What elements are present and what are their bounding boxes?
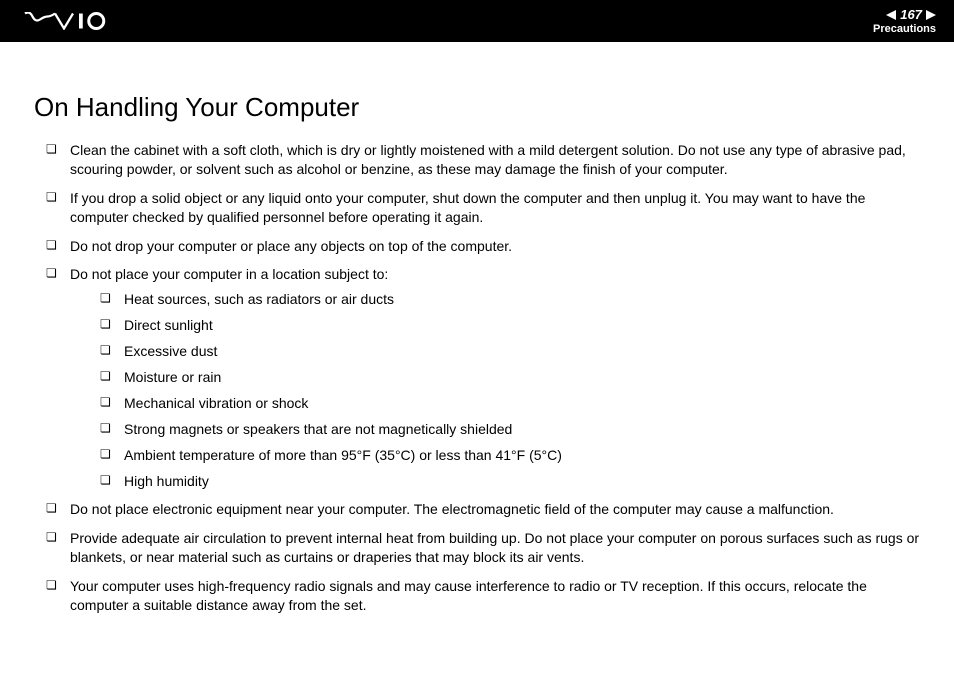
list-item: Your computer uses high-frequency radio … bbox=[46, 577, 920, 615]
sub-list-item: Heat sources, such as radiators or air d… bbox=[100, 290, 920, 309]
list-item: Clean the cabinet with a soft cloth, whi… bbox=[46, 141, 920, 179]
sub-list-item: Direct sunlight bbox=[100, 316, 920, 335]
vaio-logo bbox=[20, 12, 120, 30]
section-label: Precautions bbox=[873, 23, 936, 35]
list-item: Do not drop your computer or place any o… bbox=[46, 237, 920, 256]
sub-list-item: Strong magnets or speakers that are not … bbox=[100, 420, 920, 439]
sub-list: Heat sources, such as radiators or air d… bbox=[70, 290, 920, 490]
sub-list-item: Ambient temperature of more than 95°F (3… bbox=[100, 446, 920, 465]
list-item: Provide adequate air circulation to prev… bbox=[46, 529, 920, 567]
main-list: Clean the cabinet with a soft cloth, whi… bbox=[34, 141, 920, 615]
sub-list-item: Moisture or rain bbox=[100, 368, 920, 387]
sub-list-item: Mechanical vibration or shock bbox=[100, 394, 920, 413]
page-title: On Handling Your Computer bbox=[34, 92, 920, 123]
list-item: Do not place your computer in a location… bbox=[46, 265, 920, 490]
list-item: Do not place electronic equipment near y… bbox=[46, 500, 920, 519]
sub-list-item: High humidity bbox=[100, 472, 920, 491]
prev-page-arrow-icon[interactable] bbox=[886, 10, 896, 20]
sub-list-item: Excessive dust bbox=[100, 342, 920, 361]
list-item: If you drop a solid object or any liquid… bbox=[46, 189, 920, 227]
header-right: 167 Precautions bbox=[873, 7, 936, 35]
list-item-text: Do not place your computer in a location… bbox=[70, 266, 388, 282]
page-number: 167 bbox=[900, 7, 922, 22]
page-nav: 167 bbox=[886, 7, 936, 22]
page-header: 167 Precautions bbox=[0, 0, 954, 42]
page-content: On Handling Your Computer Clean the cabi… bbox=[0, 42, 954, 615]
next-page-arrow-icon[interactable] bbox=[926, 10, 936, 20]
